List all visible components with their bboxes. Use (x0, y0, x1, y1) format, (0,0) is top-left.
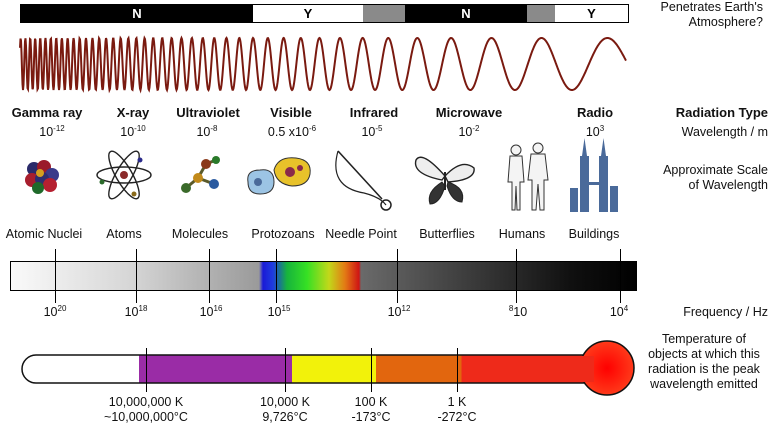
penetration-row-label: Penetrates Earth's Atmosphere? (660, 0, 763, 29)
tick (285, 348, 286, 392)
scale-label-molecules: Molecules (171, 227, 229, 241)
penetration-segment-infrared-microwave: N (405, 5, 527, 22)
tick (397, 249, 398, 303)
scale-label-protozoans: Protozoans (251, 227, 315, 241)
tick (209, 249, 210, 303)
penetration-n-label: N (461, 6, 471, 21)
penetration-partial-segment (363, 5, 405, 22)
tick (55, 249, 56, 303)
radiation-type-infrared: Infrared (349, 105, 399, 120)
butterfly-icon (414, 156, 475, 205)
wavelength-xray: 10-10 (120, 124, 146, 140)
frequency-label: 1018 (124, 304, 148, 320)
frequency-row-label: Frequency / Hz (683, 305, 768, 319)
radiation-type-microwave: Microwave (435, 105, 503, 120)
needle-icon (335, 150, 392, 211)
tick (276, 249, 277, 303)
penetration-segment-visible: Y (253, 5, 363, 22)
tick (457, 348, 458, 392)
frequency-label: 104 (609, 304, 629, 320)
radiation-type-visible: Visible (270, 105, 312, 120)
penetration-partial-segment (527, 5, 555, 22)
humans-icon (507, 142, 549, 211)
radiation-type-gamma: Gamma ray (11, 105, 83, 120)
scale-label-needle-point: Needle Point (325, 227, 397, 241)
penetration-segment-radio: Y (555, 5, 628, 22)
wavelength-infrared: 10-5 (361, 124, 383, 140)
scale-label-humans: Humans (498, 227, 546, 241)
frequency-label: 1016 (199, 304, 223, 320)
spectrum-gradient-bar (10, 261, 637, 291)
scale-label-buildings: Buildings (568, 227, 620, 241)
atomic-nucleus-icon (25, 160, 59, 194)
temperature-label: 10,000,000 K ~10,000,000°C (104, 395, 188, 424)
tick (371, 348, 372, 392)
frequency-label: 1015 (267, 304, 291, 320)
penetration-n-label: N (132, 6, 142, 21)
electromagnetic-wave (19, 35, 627, 94)
scale-label-atoms: Atoms (106, 227, 142, 241)
tick (146, 348, 147, 392)
wavelength-microwave: 10-2 (458, 124, 480, 140)
frequency-label: 810 (508, 304, 528, 320)
penetration-y-label: Y (303, 6, 313, 21)
penetration-segment-gamma-xray-uv: N (21, 5, 253, 22)
scale-label-butterflies: Butterflies (419, 227, 475, 241)
tick (620, 249, 621, 303)
wavelength-row-label: Wavelength / m (681, 125, 768, 139)
wavelength-radio: 103 (585, 124, 605, 140)
frequency-label: 1020 (43, 304, 67, 320)
temperature-label: 100 K -173°C (351, 395, 391, 424)
radiation-type-xray: X-ray (116, 105, 150, 120)
buildings-icon (570, 138, 618, 212)
temperature-row-label: Temperature of objects at which this rad… (648, 332, 760, 391)
wavelength-visible: 0.5 x10-6 (267, 124, 317, 140)
atom-icon (96, 150, 152, 200)
scale-label-atomic-nuclei: Atomic Nuclei (5, 227, 83, 241)
radiation-type-ultraviolet: Ultraviolet (176, 105, 240, 120)
temperature-label: 10,000 K 9,726°C (259, 395, 311, 424)
scale-row-label: Approximate Scale of Wavelength (663, 163, 768, 192)
wave-diagram (19, 35, 627, 94)
wavelength-ultraviolet: 10-8 (196, 124, 218, 140)
tick (516, 249, 517, 303)
frequency-label: 1012 (387, 304, 411, 320)
radiation-type-row-label: Radiation Type (675, 105, 768, 120)
tick (136, 249, 137, 303)
molecule-icon (181, 156, 220, 193)
protozoan-icon (247, 157, 311, 195)
temperature-label: 1 K -272°C (437, 395, 477, 424)
atmosphere-penetration-bar: N Y N Y (20, 4, 629, 23)
thermometer (21, 340, 635, 396)
penetration-y-label: Y (587, 6, 596, 21)
radiation-type-radio: Radio (576, 105, 614, 120)
wavelength-gamma: 10-12 (39, 124, 65, 140)
